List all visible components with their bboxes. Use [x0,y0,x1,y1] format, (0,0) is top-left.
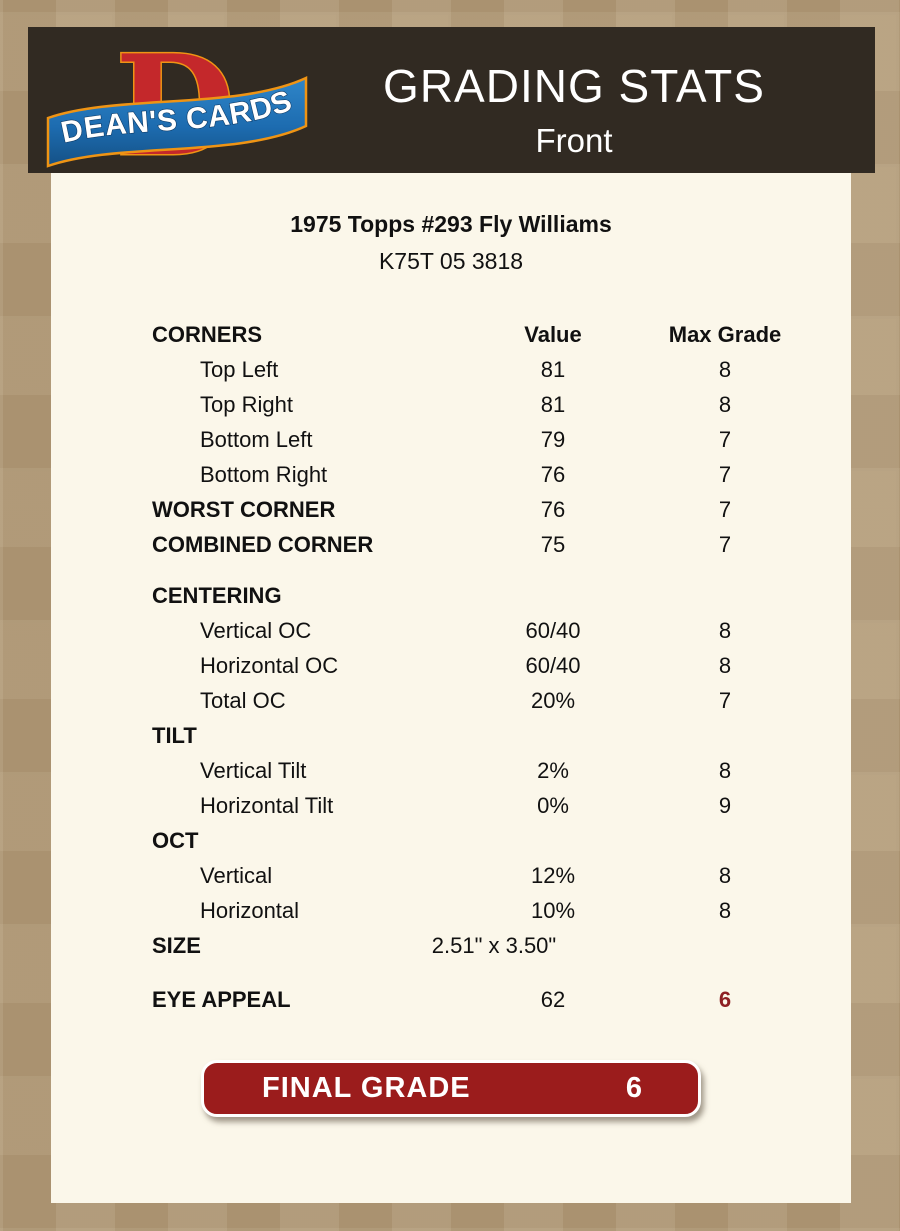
table-row-top-right: Top Right 81 8 [200,392,732,417]
table-row-combined-corner: COMBINED CORNER 75 7 [152,532,732,557]
table-header-row: CORNERS Value Max Grade [51,318,851,353]
table-row-vertical-tilt: Vertical Tilt 2% 8 [200,758,732,783]
final-grade-value: 6 [625,1072,643,1104]
column-header-value: Value [524,322,582,347]
card-title: 1975 Topps #293 Fly Williams [290,211,612,237]
table-row-top-left: Top Left 81 8 [200,357,732,382]
table-row-eye-appeal: EYE APPEAL 62 6 [51,983,851,1018]
table-row-horizontal-tilt: Horizontal Tilt 0% 9 [200,793,732,818]
table-row-size: SIZE 2.51" x 3.50" [51,929,851,964]
section-corners: CORNERS [152,322,263,347]
section-centering: CENTERING [152,583,282,608]
final-grade-label: FINAL GRADE [262,1072,471,1104]
section-tilt: TILT [152,723,197,748]
page-title: GRADING STATS [383,60,765,112]
table-row-bottom-left: Bottom Left 79 7 [200,427,732,452]
header-bar: D DEAN'S CARDS GRADING STATS Front [28,27,875,173]
page-subtitle: Front [535,122,613,159]
table-row-bottom-right: Bottom Right 76 7 [200,462,732,487]
eye-appeal-grade: 6 [718,987,732,1012]
deans-cards-logo: D DEAN'S CARDS [46,30,308,172]
table-row-oct-horizontal: Horizontal 10% 8 [200,898,732,923]
logo-ribbon [46,76,308,168]
column-header-max-grade: Max Grade [668,322,782,347]
table-row-total-oc: Total OC 20% 7 [200,688,732,713]
header-titles: GRADING STATS Front [383,63,765,157]
card-serial-number: K75T 05 3818 [378,248,524,274]
table-row-horizontal-oc: Horizontal OC 60/40 8 [200,653,732,678]
final-grade-button[interactable]: FINAL GRADE 6 [201,1060,701,1117]
table-row-worst-corner: WORST CORNER 76 7 [152,497,732,522]
section-oct: OCT [152,828,199,853]
table-row-vertical-oc: Vertical OC 60/40 8 [200,618,732,643]
size-value: 2.51" x 3.50" [431,933,557,958]
grading-table: CORNERS Value Max Grade Top Left 81 8 To… [51,318,851,1018]
table-row-oct-vertical: Vertical 12% 8 [200,863,732,888]
content-panel: 1975 Topps #293 Fly Williams K75T 05 381… [51,171,851,1203]
